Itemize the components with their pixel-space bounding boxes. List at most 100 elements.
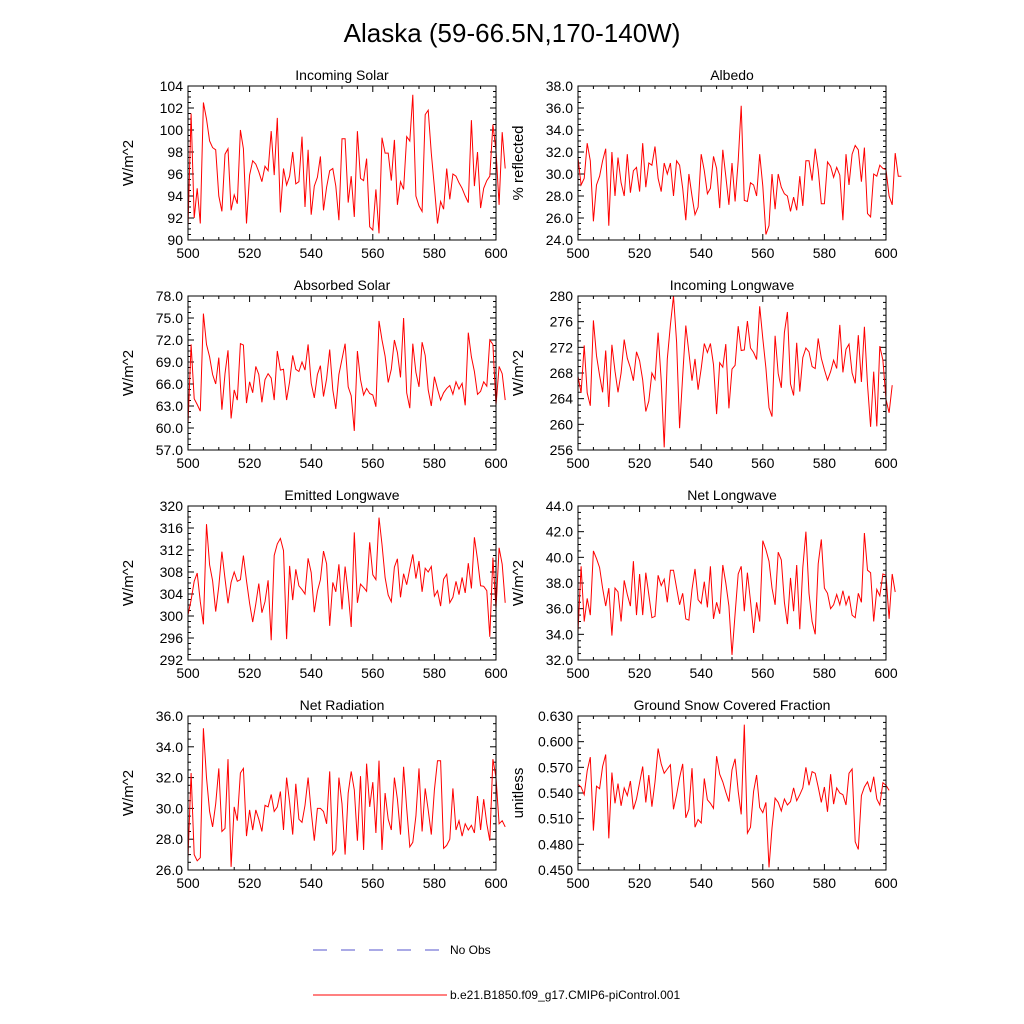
y-tick-label-albedo: 32.0 — [546, 144, 573, 160]
y-tick-label-emitted-longwave: 300 — [160, 608, 184, 624]
x-tick-label-ground-snow-covered-fraction: 600 — [874, 875, 898, 891]
y-tick-label-net-longwave: 42.0 — [546, 524, 573, 540]
panels: Incoming Solar W/m^2 90 92 94 96 98 100 102 104 50… — [120, 67, 902, 891]
y-tick-label-net-longwave: 36.0 — [546, 601, 573, 617]
y-axis-label-ground-snow-covered-fraction: unitless — [510, 768, 527, 819]
y-tick-label-absorbed-solar: 72.0 — [156, 332, 183, 348]
x-tick-label-emitted-longwave: 600 — [484, 665, 508, 681]
y-tick-label-ground-snow-covered-fraction: 0.540 — [538, 785, 573, 801]
x-tick-label-incoming-solar: 500 — [176, 245, 200, 261]
panel-emitted-longwave: Emitted Longwave W/m^2 292 296 300 304 308 312 3… — [120, 487, 508, 681]
x-tick-label-net-longwave: 540 — [690, 665, 714, 681]
panel-title-ground-snow-covered-fraction: Ground Snow Covered Fraction — [634, 697, 831, 713]
plot-frame-net-radiation — [187, 715, 497, 871]
series-line-emitted-longwave — [187, 517, 506, 641]
y-axis-label-net-radiation: W/m^2 — [120, 770, 137, 816]
x-tick-label-incoming-longwave: 520 — [628, 455, 652, 471]
x-tick-label-net-radiation: 560 — [361, 875, 385, 891]
x-tick-label-net-radiation: 580 — [423, 875, 447, 891]
x-tick-label-albedo: 520 — [628, 245, 652, 261]
panel-title-emitted-longwave: Emitted Longwave — [284, 487, 399, 503]
panel-title-net-radiation: Net Radiation — [300, 697, 385, 713]
x-tick-label-net-longwave: 520 — [628, 665, 652, 681]
x-tick-label-emitted-longwave: 580 — [423, 665, 447, 681]
panel-ground-snow-covered-fraction: Ground Snow Covered Fraction unitless 0.45… — [510, 697, 898, 891]
x-tick-label-incoming-solar: 560 — [361, 245, 385, 261]
y-axis-label-absorbed-solar: W/m^2 — [120, 350, 137, 396]
plot-frame-net-longwave — [577, 505, 887, 661]
series-line-albedo — [577, 105, 902, 235]
plot-frame-incoming-solar — [187, 85, 497, 241]
y-tick-label-net-radiation: 34.0 — [156, 739, 183, 755]
y-tick-label-net-radiation: 32.0 — [156, 770, 183, 786]
x-tick-label-ground-snow-covered-fraction: 500 — [566, 875, 590, 891]
x-tick-label-albedo: 600 — [874, 245, 898, 261]
panel-title-incoming-longwave: Incoming Longwave — [670, 277, 795, 293]
plot-frame-emitted-longwave — [187, 505, 497, 661]
panel-title-absorbed-solar: Absorbed Solar — [294, 277, 391, 293]
y-tick-label-absorbed-solar: 63.0 — [156, 398, 183, 414]
y-tick-label-emitted-longwave: 312 — [160, 542, 184, 558]
y-tick-label-albedo: 36.0 — [546, 100, 573, 116]
y-tick-label-emitted-longwave: 308 — [160, 564, 184, 580]
x-tick-label-emitted-longwave: 520 — [238, 665, 262, 681]
x-tick-label-ground-snow-covered-fraction: 560 — [751, 875, 775, 891]
y-tick-label-incoming-solar: 98 — [167, 144, 183, 160]
plot-frame-incoming-longwave — [577, 295, 887, 451]
x-tick-label-net-radiation: 600 — [484, 875, 508, 891]
figure-title: Alaska (59-66.5N,170-140W) — [344, 18, 681, 48]
y-tick-label-absorbed-solar: 75.0 — [156, 310, 183, 326]
y-tick-label-incoming-longwave: 256 — [550, 442, 574, 458]
y-tick-label-absorbed-solar: 66.0 — [156, 376, 183, 392]
x-tick-label-incoming-solar: 580 — [423, 245, 447, 261]
x-tick-label-net-radiation: 500 — [176, 875, 200, 891]
x-tick-label-absorbed-solar: 520 — [238, 455, 262, 471]
y-tick-label-incoming-solar: 90 — [167, 232, 183, 248]
y-tick-label-albedo: 34.0 — [546, 122, 573, 138]
panel-absorbed-solar: Absorbed Solar W/m^2 57.0 60.0 63.0 66.0 69.0 7… — [120, 277, 508, 471]
y-tick-label-emitted-longwave: 296 — [160, 630, 184, 646]
y-axis-label-albedo: % reflected — [510, 125, 527, 200]
y-tick-label-net-radiation: 26.0 — [156, 862, 183, 878]
y-tick-label-absorbed-solar: 57.0 — [156, 442, 183, 458]
y-tick-label-ground-snow-covered-fraction: 0.600 — [538, 734, 573, 750]
x-tick-label-absorbed-solar: 540 — [300, 455, 324, 471]
y-tick-label-emitted-longwave: 292 — [160, 652, 184, 668]
y-tick-label-incoming-solar: 100 — [160, 122, 184, 138]
x-tick-label-absorbed-solar: 600 — [484, 455, 508, 471]
x-tick-label-incoming-solar: 540 — [300, 245, 324, 261]
x-tick-label-net-longwave: 600 — [874, 665, 898, 681]
plot-frame-ground-snow-covered-fraction — [577, 715, 887, 871]
x-tick-label-net-longwave: 500 — [566, 665, 590, 681]
y-tick-label-incoming-longwave: 280 — [550, 288, 574, 304]
y-axis-label-incoming-solar: W/m^2 — [120, 140, 137, 186]
y-tick-label-net-longwave: 32.0 — [546, 652, 573, 668]
plot-frame-albedo — [577, 85, 887, 241]
panel-incoming-solar: Incoming Solar W/m^2 90 92 94 96 98 100 102 104 50… — [120, 67, 508, 261]
x-tick-label-albedo: 540 — [690, 245, 714, 261]
y-tick-label-incoming-solar: 94 — [167, 188, 183, 204]
x-tick-label-incoming-longwave: 580 — [813, 455, 837, 471]
y-tick-label-ground-snow-covered-fraction: 0.510 — [538, 811, 573, 827]
x-tick-label-ground-snow-covered-fraction: 580 — [813, 875, 837, 891]
x-tick-label-emitted-longwave: 500 — [176, 665, 200, 681]
plot-frame-absorbed-solar — [187, 295, 497, 451]
y-axis-label-emitted-longwave: W/m^2 — [120, 560, 137, 606]
x-tick-label-incoming-solar: 520 — [238, 245, 262, 261]
panel-title-incoming-solar: Incoming Solar — [295, 67, 389, 83]
y-tick-label-albedo: 26.0 — [546, 210, 573, 226]
y-tick-label-albedo: 30.0 — [546, 166, 573, 182]
panel-title-albedo: Albedo — [710, 67, 754, 83]
y-tick-label-albedo: 24.0 — [546, 232, 573, 248]
y-tick-label-incoming-longwave: 272 — [550, 339, 574, 355]
y-tick-label-incoming-longwave: 264 — [550, 391, 574, 407]
x-tick-label-albedo: 580 — [813, 245, 837, 261]
series-line-incoming-longwave — [577, 295, 893, 448]
y-axis-label-net-longwave: W/m^2 — [510, 560, 527, 606]
x-tick-label-albedo: 560 — [751, 245, 775, 261]
y-tick-label-ground-snow-covered-fraction: 0.570 — [538, 759, 573, 775]
x-tick-label-absorbed-solar: 500 — [176, 455, 200, 471]
x-tick-label-net-longwave: 560 — [751, 665, 775, 681]
x-tick-label-emitted-longwave: 540 — [300, 665, 324, 681]
x-tick-label-albedo: 500 — [566, 245, 590, 261]
